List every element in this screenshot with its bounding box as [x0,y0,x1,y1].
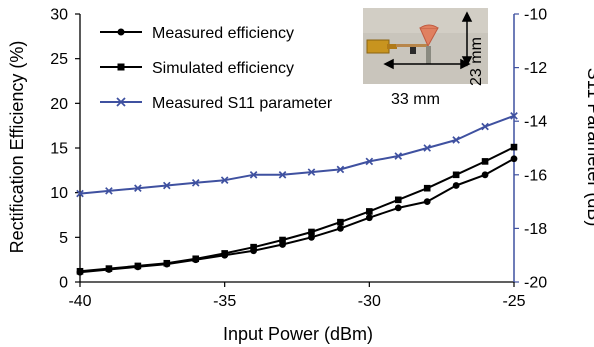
data-point-measured-s11-parameter [481,122,489,131]
data-point-measured-efficiency [308,233,315,241]
data-point-measured-efficiency [452,182,460,189]
data-point-simulated-efficiency [163,259,171,267]
y2-tick-label: -16 [524,167,547,184]
photo-width-label: 33 mm [391,91,440,108]
data-point-measured-s11-parameter [336,165,345,174]
data-point-measured-efficiency [365,214,373,222]
data-point-measured-s11-parameter [220,176,229,184]
series-line-simulated-efficiency [79,146,515,273]
data-point-simulated-efficiency [452,171,460,179]
data-point-measured-s11-parameter [510,112,518,120]
legend-label-measured-efficiency: Measured efficiency [152,25,294,42]
data-point-simulated-efficiency [134,262,142,270]
x-tick-label: -40 [68,293,91,310]
data-point-simulated-efficiency [279,236,286,244]
data-point-measured-efficiency [394,204,402,212]
data-point-measured-efficiency [337,225,344,232]
data-point-measured-efficiency [423,198,431,206]
data-point-simulated-efficiency [250,243,257,251]
data-point-measured-s11-parameter [394,152,403,160]
legend-marker-measured-efficiency [117,28,125,36]
photo-diode [410,47,416,54]
y2-tick-label: -10 [524,7,547,24]
data-point-simulated-efficiency [423,184,431,192]
y2-tick-label: -20 [524,275,547,292]
y2-tick-label: -12 [524,60,547,77]
data-point-measured-s11-parameter [76,189,84,198]
data-point-simulated-efficiency [192,255,200,263]
y-tick-label: 15 [50,141,68,158]
data-point-simulated-efficiency [481,158,489,165]
legend-marker-measured-s11 [116,97,126,107]
data-point-simulated-efficiency [76,267,84,275]
data-point-measured-s11-parameter [452,136,460,144]
series-line-measured-efficiency [79,157,515,274]
data-point-measured-s11-parameter [191,179,200,187]
data-point-simulated-efficiency [510,143,518,151]
data-point-measured-s11-parameter [249,170,258,179]
data-point-measured-s11-parameter [134,184,142,193]
data-point-measured-s11-parameter [278,170,287,179]
data-point-simulated-efficiency [337,218,344,226]
legend: Measured efficiency Simulated efficiency… [100,25,333,112]
inset-photo: 33 mm 23 mm [363,8,488,108]
photo-feed-line [396,44,428,47]
plot-series [76,112,518,276]
data-point-simulated-efficiency [308,228,315,236]
legend-marker-simulated-efficiency [117,63,125,71]
x-tick-label: -25 [502,293,525,310]
photo-height-arrow [461,11,473,67]
data-point-simulated-efficiency [366,208,373,215]
data-point-simulated-efficiency [394,196,402,204]
data-point-simulated-efficiency [105,265,113,272]
data-point-measured-efficiency [510,155,518,163]
data-point-measured-efficiency [481,171,489,179]
data-point-measured-s11-parameter [365,157,374,166]
ticks: 0 5 10 15 20 25 30 -20 -18 -16 -14 -12 -10 -40 -35 -30 -… [50,7,547,311]
y-tick-label: 25 [50,51,68,68]
legend-label-simulated-efficiency: Simulated efficiency [152,60,294,77]
photo-connector [366,39,390,54]
y-tick-label: 5 [59,230,68,247]
x-axis-title: Input Power (dBm) [223,324,373,344]
y-tick-label: 20 [50,96,68,113]
y-tick-label: 0 [59,275,68,292]
y-tick-label: 30 [50,7,68,24]
y2-axis-title: S11 Parameter (dB) [584,68,594,227]
y-axis-title: Rectification Efficiency (%) [7,41,27,254]
data-point-measured-s11-parameter [105,187,113,195]
data-point-measured-s11-parameter [162,181,171,190]
photo-antenna-arc [419,24,439,29]
data-point-measured-s11-parameter [423,144,432,152]
photo-ground-strip [426,46,431,64]
data-point-simulated-efficiency [221,250,228,257]
y2-tick-label: -14 [524,114,547,131]
series-line-measured-s11-parameter [79,114,515,195]
photo-height-label: 23 mm [468,37,485,86]
x-tick-label: -35 [213,293,236,310]
data-point-measured-s11-parameter [307,168,316,176]
x-tick-label: -30 [358,293,381,310]
legend-label-measured-s11: Measured S11 parameter [152,95,333,112]
y-tick-label: 10 [50,185,68,202]
photo-connector-pin [387,44,397,49]
y2-tick-label: -18 [524,221,547,238]
